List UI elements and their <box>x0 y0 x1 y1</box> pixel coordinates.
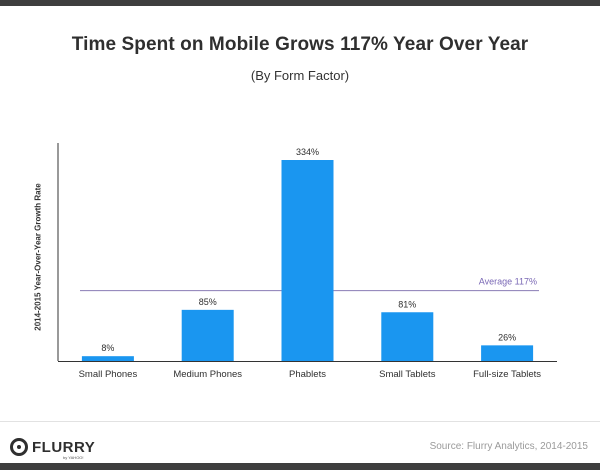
bottom-bar <box>0 463 600 470</box>
logo-byline: by YAHOO! <box>63 455 84 460</box>
chart-title: Time Spent on Mobile Grows 117% Year Ove… <box>71 34 529 55</box>
data-label: 26% <box>498 332 516 342</box>
category-label: Medium Phones <box>173 369 242 380</box>
bar-medium-phones <box>181 309 234 361</box>
bar-full-size-tablets <box>481 345 534 361</box>
flurry-logo-icon <box>10 438 28 456</box>
bar-phablets <box>281 160 334 361</box>
top-bar <box>0 0 600 6</box>
category-label: Phablets <box>289 369 326 380</box>
footer-divider <box>0 421 600 422</box>
bar-small-tablets <box>381 312 434 361</box>
chart-subtitle: (By Form Factor) <box>250 68 350 83</box>
data-label: 85% <box>199 297 217 307</box>
flurry-logo: FLURRY by YAHOO! <box>10 436 96 460</box>
source-note: Source: Flurry Analytics, 2014-2015 <box>429 441 588 452</box>
category-label: Small Phones <box>79 369 138 380</box>
data-label: 334% <box>296 147 319 157</box>
logo-wordmark: FLURRY <box>32 438 96 456</box>
data-label: 8% <box>101 343 114 353</box>
data-label: 81% <box>398 299 416 309</box>
category-label: Small Tablets <box>379 369 436 380</box>
category-label: Full-size Tablets <box>473 369 541 380</box>
average-label: Average 117% <box>479 277 537 287</box>
bar-small-phones <box>81 356 134 361</box>
